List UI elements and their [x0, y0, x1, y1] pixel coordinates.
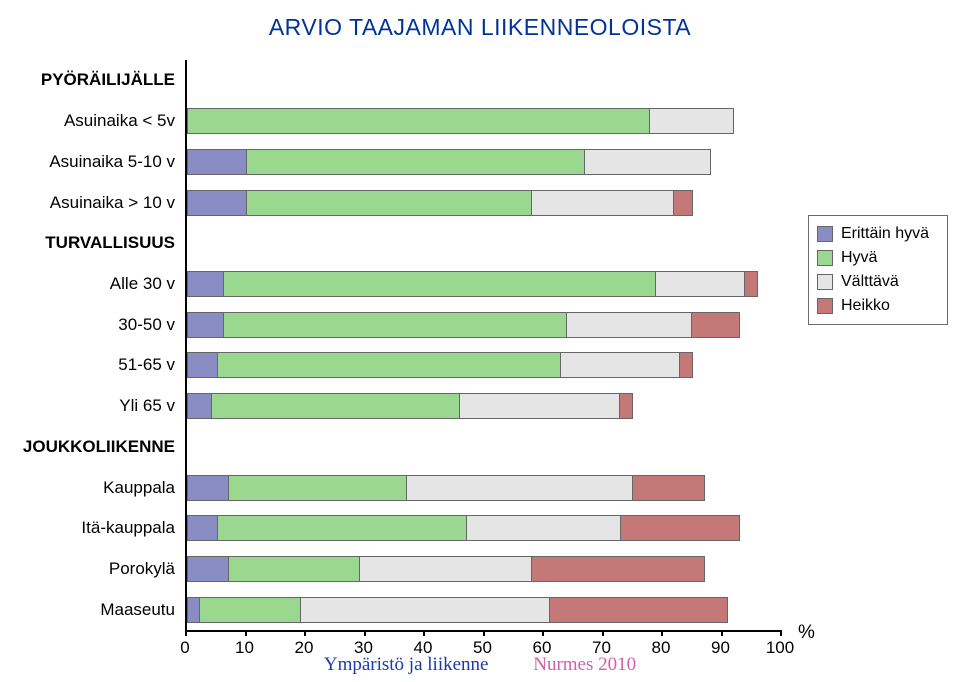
bar-row — [187, 271, 758, 297]
x-tick — [602, 630, 604, 636]
bar-segment — [188, 353, 218, 377]
bar-segment — [567, 313, 691, 337]
category-header: JOUKKOLIIKENNE — [23, 437, 175, 457]
bar-segment — [656, 272, 745, 296]
x-tick — [542, 630, 544, 636]
bar-segment — [188, 109, 650, 133]
x-tick — [364, 630, 366, 636]
bar-segment — [224, 313, 568, 337]
bar-row — [187, 108, 734, 134]
bar-row — [187, 393, 633, 419]
x-tick — [483, 630, 485, 636]
bar-segment — [188, 313, 224, 337]
plot-area — [185, 60, 782, 632]
bar-segment — [621, 516, 740, 540]
bar-row — [187, 149, 711, 175]
bar-segment — [301, 598, 550, 622]
bar-segment — [360, 557, 532, 581]
bar-row — [187, 556, 705, 582]
footer-right: Nurmes 2010 — [533, 654, 636, 675]
bar-row — [187, 190, 693, 216]
bar-segment — [633, 476, 704, 500]
bar-row — [187, 312, 740, 338]
bar-segment — [680, 353, 692, 377]
bar-row — [187, 597, 728, 623]
bar-segment — [229, 557, 359, 581]
bar-segment — [550, 598, 728, 622]
bar-segment — [218, 516, 467, 540]
bar-segment — [188, 598, 200, 622]
bar-row — [187, 515, 740, 541]
bar-segment — [247, 191, 531, 215]
bar-row — [187, 352, 693, 378]
legend: Erittäin hyväHyväVälttäväHeikko — [808, 215, 948, 325]
chart-title: ARVIO TAAJAMAN LIIKENNEOLOISTA — [0, 14, 960, 41]
category-label: Asuinaika > 10 v — [50, 193, 175, 213]
category-header: PYÖRÄILIJÄLLE — [41, 70, 175, 90]
legend-swatch — [817, 298, 833, 314]
category-label: Itä-kauppala — [81, 518, 175, 538]
bar-segment — [620, 394, 632, 418]
bar-segment — [229, 476, 407, 500]
category-label: 30-50 v — [118, 315, 175, 335]
category-label: Yli 65 v — [119, 396, 175, 416]
x-tick — [661, 630, 663, 636]
bar-segment — [188, 272, 224, 296]
legend-swatch — [817, 274, 833, 290]
bar-segment — [247, 150, 585, 174]
legend-label: Välttävä — [841, 270, 899, 294]
bar-segment — [188, 394, 212, 418]
footer: Ympäristö ja liikenne Nurmes 2010 — [0, 654, 960, 676]
category-header: TURVALLISUUS — [45, 233, 175, 253]
bar-segment — [188, 476, 229, 500]
category-label: Kauppala — [103, 478, 175, 498]
bar-segment — [585, 150, 709, 174]
category-label: Porokylä — [109, 559, 175, 579]
legend-label: Erittäin hyvä — [841, 222, 929, 246]
bar-segment — [674, 191, 692, 215]
footer-left: Ympäristö ja liikenne — [324, 654, 489, 675]
bar-segment — [561, 353, 680, 377]
category-label: Alle 30 v — [110, 274, 175, 294]
legend-item: Välttävä — [817, 270, 939, 294]
bar-segment — [460, 394, 620, 418]
x-tick — [780, 630, 782, 636]
chart-stage: ARVIO TAAJAMAN LIIKENNEOLOISTA PYÖRÄILIJ… — [0, 0, 960, 682]
x-tick — [304, 630, 306, 636]
legend-item: Heikko — [817, 294, 939, 318]
category-label: 51-65 v — [118, 355, 175, 375]
x-tick — [721, 630, 723, 636]
bar-segment — [532, 557, 704, 581]
y-axis-labels: PYÖRÄILIJÄLLE Asuinaika < 5v Asuinaika 5-1… — [0, 60, 175, 630]
legend-item: Hyvä — [817, 246, 939, 270]
percent-label: % — [798, 622, 815, 644]
legend-swatch — [817, 226, 833, 242]
legend-swatch — [817, 250, 833, 266]
bar-segment — [188, 516, 218, 540]
legend-item: Erittäin hyvä — [817, 222, 939, 246]
bar-segment — [467, 516, 621, 540]
bar-segment — [188, 191, 247, 215]
bar-segment — [218, 353, 562, 377]
category-label: Maaseutu — [100, 600, 175, 620]
category-label: Asuinaika 5-10 v — [49, 152, 175, 172]
category-label: Asuinaika < 5v — [64, 111, 175, 131]
bar-segment — [745, 272, 757, 296]
legend-label: Hyvä — [841, 246, 877, 270]
bar-segment — [532, 191, 674, 215]
bar-segment — [692, 313, 739, 337]
bar-row — [187, 475, 705, 501]
bar-segment — [407, 476, 632, 500]
bar-segment — [188, 557, 229, 581]
x-tick — [185, 630, 187, 636]
x-tick — [245, 630, 247, 636]
bar-segment — [212, 394, 461, 418]
bar-segment — [650, 109, 733, 133]
x-tick — [423, 630, 425, 636]
bar-segment — [200, 598, 301, 622]
bar-segment — [188, 150, 247, 174]
bar-segment — [224, 272, 657, 296]
legend-label: Heikko — [841, 294, 890, 318]
